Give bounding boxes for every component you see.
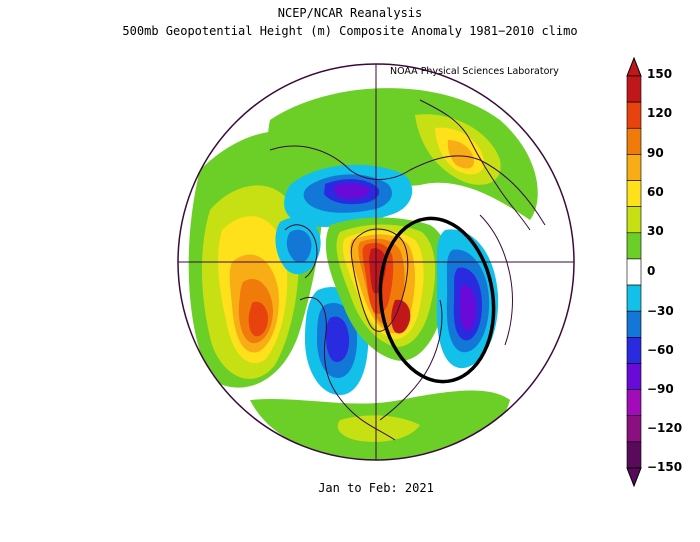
- colorbar-arrow-bottom: [626, 467, 642, 488]
- colorbar-swatch: [626, 389, 642, 417]
- date-range-label: Jan to Feb: 2021: [318, 481, 434, 495]
- colorbar-arrow-top: [626, 56, 642, 77]
- colorbar-tick: 120: [647, 106, 672, 120]
- map-subtitle: 500mb Geopotential Height (m) Composite …: [122, 24, 578, 38]
- colorbar-tick: −30: [647, 304, 674, 318]
- map-title: NCEP/NCAR Reanalysis: [277, 6, 423, 20]
- anomaly-field: [188, 88, 538, 460]
- colorbar-swatch: [626, 101, 642, 129]
- colorbar-tick: 150: [647, 67, 672, 81]
- colorbar-swatch: [626, 154, 642, 181]
- colorbar-tick: −60: [647, 343, 674, 357]
- colorbar-swatch: [626, 363, 642, 390]
- colorbar-swatch: [626, 441, 642, 469]
- colorbar-swatch: [626, 337, 642, 364]
- colorbar-swatch: [626, 180, 642, 207]
- highlight-ellipse: [378, 216, 496, 384]
- colorbar-swatch: [626, 258, 642, 286]
- credit-label: NOAA Physical Sciences Laboratory: [390, 66, 559, 77]
- colorbar-tick: 30: [647, 224, 664, 238]
- colorbar-swatch: [626, 206, 642, 234]
- colorbar-tick: −90: [647, 382, 674, 396]
- colorbar-swatch: [626, 310, 642, 338]
- colorbar-ticks: 150 120 90 60 30 0 −30 −60 −90 −120 −150: [647, 67, 682, 474]
- colorbar-tick: −120: [647, 421, 682, 435]
- colorbar-tick: 60: [647, 185, 664, 199]
- coastlines: [269, 99, 546, 441]
- map-boundary: [177, 63, 575, 461]
- colorbar-swatch: [626, 127, 642, 155]
- colorbar-swatch: [626, 75, 642, 103]
- colorbar-swatch: [626, 232, 642, 260]
- colorbar-swatch: [626, 415, 642, 443]
- colorbar-tick: 0: [647, 264, 655, 278]
- colorbar: [626, 56, 642, 488]
- graticule: [178, 64, 574, 460]
- colorbar-tick: −150: [647, 460, 682, 474]
- colorbar-tick: 90: [647, 146, 664, 160]
- colorbar-swatch: [626, 284, 642, 312]
